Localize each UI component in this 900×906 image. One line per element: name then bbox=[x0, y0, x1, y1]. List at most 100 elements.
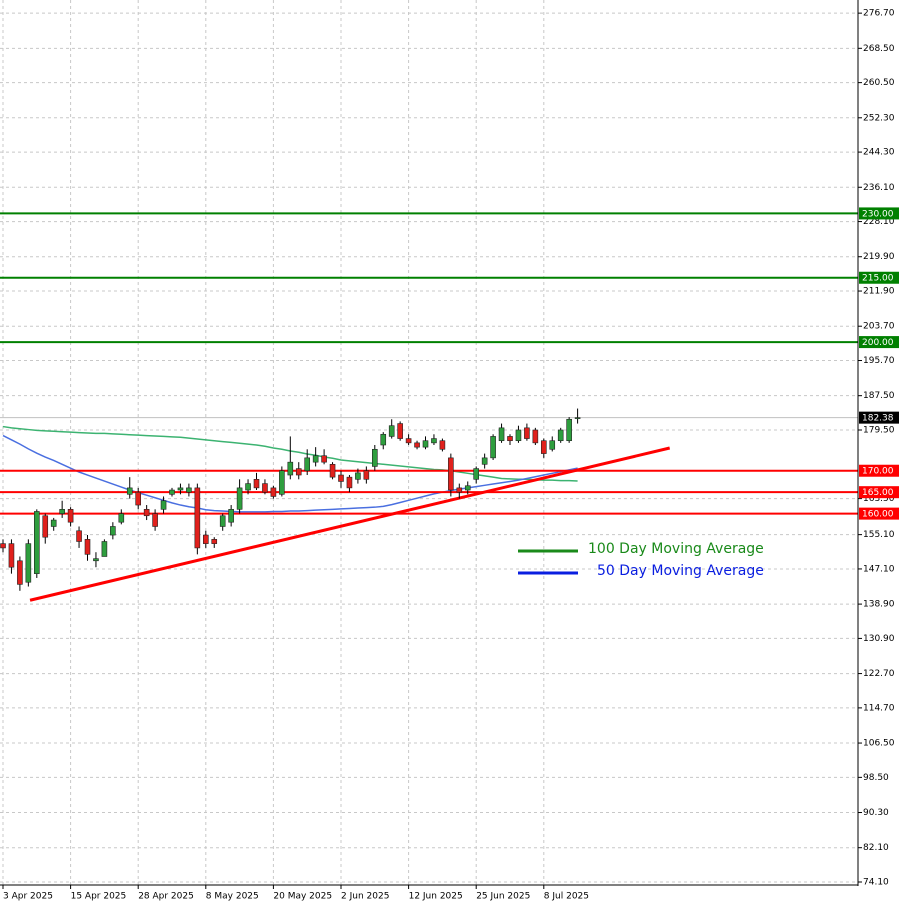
candle-body bbox=[262, 483, 268, 493]
x-tick-label: 12 Jun 2025 bbox=[409, 892, 463, 902]
candle-body bbox=[304, 457, 311, 472]
y-tick-label: 130.90 bbox=[863, 634, 895, 644]
candle-body bbox=[338, 474, 344, 482]
candle-body bbox=[405, 438, 412, 444]
candle-body bbox=[346, 476, 353, 489]
candle-body bbox=[380, 433, 387, 446]
candle-body bbox=[160, 500, 167, 510]
candle-body bbox=[490, 436, 496, 459]
candle-body bbox=[59, 509, 65, 514]
x-tick-label: 8 Jul 2025 bbox=[544, 892, 589, 902]
y-tick-label: 244.30 bbox=[863, 148, 895, 158]
candle-body bbox=[42, 515, 49, 538]
level-label-box bbox=[859, 486, 899, 499]
candle-body bbox=[464, 485, 471, 491]
last-price-box bbox=[859, 411, 899, 424]
y-tick-label: 98.50 bbox=[863, 773, 889, 783]
y-tick-label: 276.70 bbox=[863, 9, 895, 19]
candle-body bbox=[557, 429, 564, 442]
y-tick-label: 138.90 bbox=[863, 600, 895, 610]
candle-body bbox=[422, 440, 429, 448]
x-tick-label: 2 Jun 2025 bbox=[341, 892, 389, 902]
y-tick-label: 163.50 bbox=[863, 494, 895, 504]
candle-body bbox=[186, 487, 192, 493]
candle-body bbox=[219, 515, 226, 527]
level-label: 230.00 bbox=[862, 209, 894, 219]
candle-body bbox=[211, 539, 218, 544]
candle-body bbox=[76, 530, 82, 542]
candle-body bbox=[93, 558, 99, 562]
candle-body bbox=[50, 519, 57, 527]
candle-body bbox=[532, 429, 539, 444]
level-label: 160.00 bbox=[862, 510, 894, 520]
x-tick-label: 8 May 2025 bbox=[206, 892, 259, 902]
level-label-box bbox=[859, 271, 899, 284]
candle-body bbox=[321, 455, 327, 463]
candle-body bbox=[110, 526, 116, 536]
candle-body bbox=[270, 487, 277, 497]
y-tick-label: 155.10 bbox=[863, 530, 895, 540]
y-tick-label: 228.10 bbox=[863, 217, 895, 227]
candle-body bbox=[33, 511, 40, 574]
y-tick-label: 195.70 bbox=[863, 356, 895, 366]
candle-body bbox=[67, 509, 74, 523]
y-tick-label: 211.90 bbox=[863, 287, 895, 297]
moving-average-line bbox=[2, 434, 578, 513]
candle-body bbox=[169, 489, 175, 495]
candle-body bbox=[84, 539, 91, 555]
x-tick-label: 15 Apr 2025 bbox=[71, 892, 127, 902]
candle-body bbox=[118, 513, 125, 523]
candle-body bbox=[566, 418, 572, 442]
candle-body bbox=[25, 543, 32, 583]
level-label-box bbox=[859, 336, 899, 349]
y-tick-label: 147.10 bbox=[863, 564, 895, 574]
candle-body bbox=[17, 560, 23, 585]
y-tick-label: 187.50 bbox=[863, 391, 895, 401]
candle-body bbox=[481, 457, 488, 465]
trendline bbox=[29, 446, 671, 602]
candle-body bbox=[245, 483, 251, 491]
x-tick-label: 28 Apr 2025 bbox=[138, 892, 194, 902]
y-tick-label: 203.70 bbox=[863, 322, 895, 332]
candle-body bbox=[194, 487, 201, 549]
level-label-box bbox=[859, 507, 899, 520]
candle-body bbox=[540, 440, 547, 454]
x-tick-label: 25 Jun 2025 bbox=[476, 892, 530, 902]
candle-body bbox=[507, 436, 513, 442]
plot-area: 100 Day Moving Average 50 Day Moving Aver… bbox=[0, 212, 858, 602]
candle-body bbox=[388, 425, 395, 437]
candle-body bbox=[236, 487, 243, 510]
level-label: 215.00 bbox=[862, 274, 894, 284]
level-label: 165.00 bbox=[862, 488, 894, 498]
y-tick-label: 106.50 bbox=[863, 739, 895, 749]
candle-body bbox=[574, 417, 581, 419]
candle-body bbox=[473, 468, 480, 480]
last-price-label: 182.38 bbox=[862, 414, 894, 424]
candle-body bbox=[355, 472, 361, 480]
candle-body bbox=[295, 468, 302, 476]
level-label: 170.00 bbox=[862, 467, 894, 477]
y-tick-label: 268.50 bbox=[863, 44, 895, 54]
candle-body bbox=[363, 470, 370, 480]
level-label-box bbox=[859, 464, 899, 477]
y-tick-label: 236.10 bbox=[863, 183, 895, 193]
candle-body bbox=[152, 513, 158, 527]
candle-body bbox=[287, 461, 294, 476]
x-tick-label: 3 Apr 2025 bbox=[3, 892, 53, 902]
y-tick-label: 122.70 bbox=[863, 669, 895, 679]
x-tick-label: 20 May 2025 bbox=[273, 892, 332, 902]
y-tick-label: 252.30 bbox=[863, 113, 895, 123]
candle-body bbox=[431, 438, 437, 444]
candle-body bbox=[0, 543, 6, 549]
candle-body bbox=[312, 455, 319, 463]
legend-label: 50 Day Moving Average bbox=[597, 563, 764, 579]
y-tick-label: 260.50 bbox=[863, 78, 895, 88]
candle-body bbox=[253, 479, 260, 489]
grid bbox=[0, 0, 858, 885]
y-tick-label: 179.50 bbox=[863, 425, 895, 435]
level-label: 200.00 bbox=[862, 338, 894, 348]
candle-body bbox=[279, 470, 285, 495]
